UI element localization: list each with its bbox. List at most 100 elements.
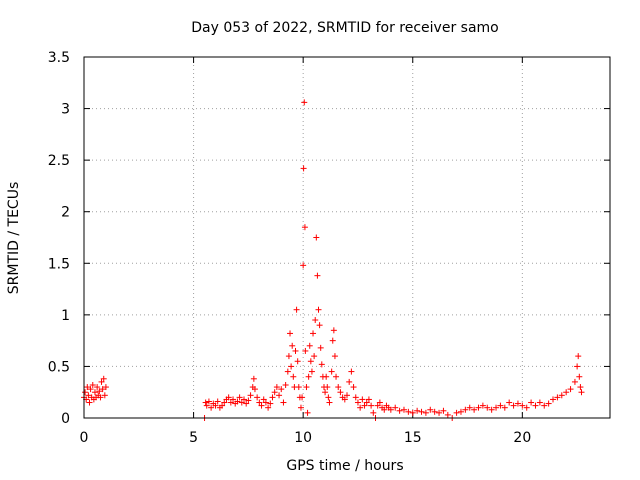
- data-point: [346, 378, 353, 385]
- data-point: [284, 368, 291, 375]
- data-point: [306, 342, 313, 349]
- data-point: [350, 384, 357, 391]
- data-point: [554, 394, 561, 401]
- data-point: [221, 399, 228, 406]
- data-point: [314, 272, 321, 279]
- data-point: [392, 404, 399, 411]
- data-point: [254, 394, 261, 401]
- axis-ticks: [83, 56, 610, 419]
- y-tick-label: 0.5: [48, 359, 70, 375]
- data-point: [348, 368, 355, 375]
- data-point: [344, 392, 350, 399]
- data-point: [101, 392, 108, 399]
- data-point: [354, 399, 361, 406]
- data-point: [308, 368, 315, 375]
- data-point: [300, 165, 307, 172]
- x-tick-label: 0: [80, 430, 89, 446]
- data-point: [260, 396, 267, 403]
- data-point: [89, 381, 96, 388]
- data-point: [381, 406, 388, 413]
- data-point: [307, 358, 314, 365]
- data-point: [317, 344, 324, 351]
- data-point: [219, 402, 226, 409]
- data-point: [102, 384, 109, 391]
- data-point: [273, 384, 280, 391]
- data-point: [484, 404, 491, 411]
- data-point: [370, 409, 377, 416]
- data-point: [523, 404, 530, 411]
- grid-lines: [84, 57, 610, 418]
- data-point: [236, 394, 243, 401]
- data-point: [453, 409, 460, 416]
- data-point: [99, 386, 106, 393]
- data-point: [208, 404, 215, 411]
- data-point: [202, 399, 209, 406]
- x-tick-label: 10: [294, 430, 312, 446]
- y-tick-label: 1: [61, 308, 70, 324]
- data-point: [324, 384, 331, 391]
- data-point: [91, 389, 98, 396]
- data-point: [363, 399, 370, 406]
- data-point: [396, 407, 403, 414]
- data-point: [301, 99, 308, 106]
- data-point: [567, 386, 574, 393]
- data-point: [330, 327, 337, 334]
- data-point: [280, 399, 287, 406]
- data-point: [256, 399, 263, 406]
- data-point: [258, 402, 265, 409]
- data-point: [299, 394, 306, 401]
- y-tick-label: 1.5: [48, 256, 70, 272]
- data-point: [305, 373, 312, 380]
- data-point: [302, 347, 309, 354]
- data-point: [304, 409, 311, 416]
- x-tick-label: 15: [404, 430, 422, 446]
- data-point: [282, 381, 289, 388]
- data-point: [293, 306, 300, 313]
- data-point: [341, 396, 348, 403]
- data-point: [262, 399, 269, 406]
- data-point: [514, 400, 521, 407]
- data-point: [315, 306, 322, 313]
- data-point: [326, 399, 333, 406]
- y-axis-label: SRMTID / TECUs: [6, 182, 22, 295]
- data-point: [313, 234, 320, 241]
- data-point: [440, 407, 447, 414]
- data-point: [488, 406, 495, 413]
- data-point: [100, 375, 107, 382]
- data-point: [571, 378, 578, 385]
- data-point: [365, 396, 372, 403]
- data-point: [329, 337, 336, 344]
- data-point: [98, 378, 105, 385]
- data-point: [335, 384, 342, 391]
- data-point: [550, 396, 557, 403]
- data-point: [352, 394, 359, 401]
- x-axis-label: GPS time / hours: [286, 458, 403, 474]
- data-point: [357, 404, 364, 411]
- data-point: [405, 408, 412, 415]
- x-tick-label: 5: [189, 430, 198, 446]
- data-point: [577, 384, 584, 391]
- data-point: [414, 407, 421, 414]
- data-point: [276, 392, 283, 399]
- data-point: [333, 373, 340, 380]
- data-point: [418, 408, 425, 415]
- data-point: [563, 389, 570, 396]
- data-point: [301, 224, 308, 231]
- data-point: [409, 409, 416, 416]
- data-point: [245, 397, 252, 404]
- data-point: [387, 406, 394, 413]
- data-point: [205, 398, 212, 405]
- data-point: [519, 402, 526, 409]
- data-point: [576, 373, 583, 380]
- data-point: [325, 394, 332, 401]
- plot-frame: [83, 56, 611, 419]
- data-point: [294, 358, 301, 365]
- data-series: [81, 99, 585, 421]
- data-point: [297, 404, 304, 411]
- data-point: [475, 404, 482, 411]
- data-point: [331, 353, 338, 360]
- data-point: [303, 384, 310, 391]
- data-point: [225, 394, 232, 401]
- data-point: [374, 402, 381, 409]
- data-point: [311, 353, 318, 360]
